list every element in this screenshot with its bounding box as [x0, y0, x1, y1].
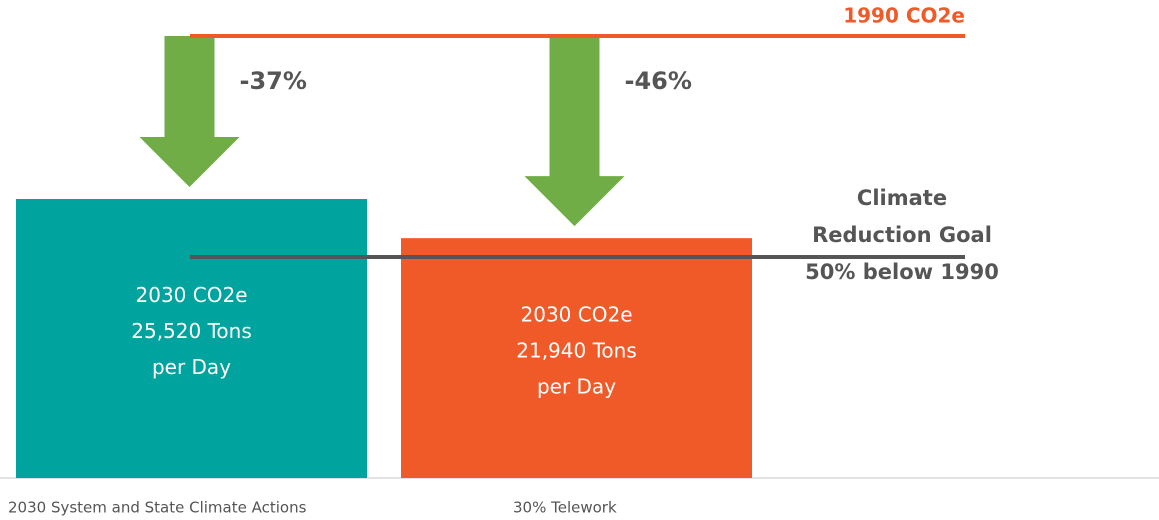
- bar-value-label: 21,940 Tons: [516, 339, 637, 363]
- reference-label: 50% below 1990: [805, 260, 999, 284]
- arrow: [524, 36, 625, 227]
- annotation: -37%: [240, 67, 307, 95]
- bar-label: 2030 CO2e: [521, 303, 633, 327]
- bar: [16, 199, 367, 478]
- reference-label: 1990 CO2e: [843, 4, 965, 28]
- annotation: -46%: [625, 67, 692, 95]
- bar-label: per Day: [152, 355, 231, 379]
- x-tick-label: 30% Telework: [513, 499, 617, 517]
- bar-label: per Day: [537, 375, 616, 399]
- bar: [401, 238, 752, 478]
- reference-label: Reduction Goal: [812, 223, 992, 247]
- reference-label: Climate: [857, 186, 947, 210]
- arrow: [139, 36, 240, 188]
- x-tick-label: 2030 System and State Climate Actions: [8, 499, 307, 517]
- bar-value-label: 25,520 Tons: [131, 319, 252, 343]
- bar-label: 2030 CO2e: [136, 283, 248, 307]
